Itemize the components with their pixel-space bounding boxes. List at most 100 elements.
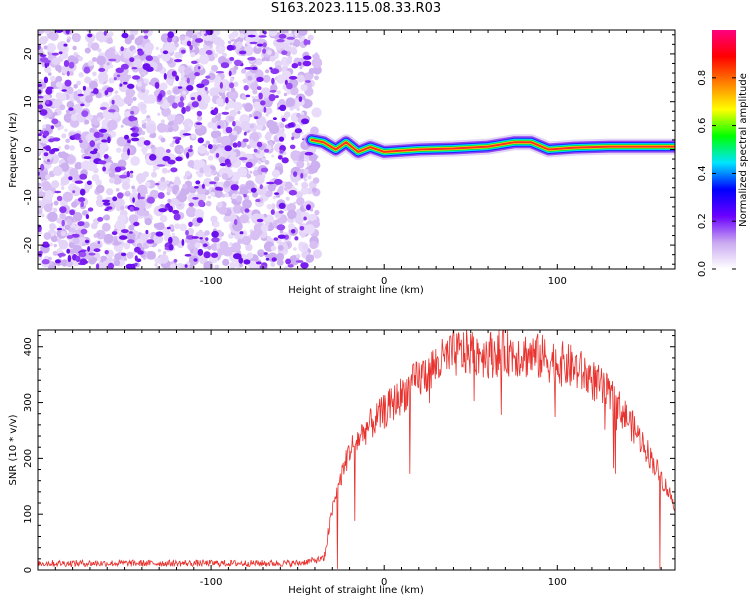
noise-dot	[262, 171, 266, 176]
noise-blob	[211, 237, 220, 243]
noise-blob	[262, 48, 267, 54]
noise-dot	[39, 36, 48, 45]
noise-dot	[167, 114, 175, 122]
noise-dot	[97, 48, 102, 53]
noise-blob	[242, 138, 249, 143]
noise-dot	[103, 214, 110, 221]
noise-blob	[156, 164, 166, 167]
noise-blob	[54, 259, 61, 264]
noise-dot	[92, 57, 97, 62]
noise-blob	[229, 82, 235, 89]
noise-dot	[165, 180, 170, 185]
noise-blob	[40, 163, 45, 171]
noise-dot	[187, 72, 196, 81]
noise-dot	[157, 248, 162, 253]
noise-dot	[157, 112, 161, 116]
noise-blob	[194, 72, 200, 77]
noise-dot	[229, 109, 237, 117]
noise-dot	[49, 242, 53, 247]
noise-blob	[175, 75, 180, 82]
noise-blob	[84, 239, 90, 244]
noise-dot	[59, 212, 66, 220]
noise-dot	[136, 138, 146, 148]
noise-blob	[184, 264, 188, 268]
noise-blob	[61, 89, 67, 92]
noise-dot	[312, 177, 320, 184]
noise-dot	[264, 99, 273, 108]
colorbar-tick-label: 0.6	[697, 118, 708, 134]
noise-blob	[224, 145, 232, 152]
noise-dot	[43, 45, 48, 50]
noise-dot	[72, 237, 80, 245]
noise-dot	[120, 124, 124, 128]
noise-blob	[149, 154, 157, 161]
noise-blob	[162, 155, 171, 162]
noise-blob	[245, 161, 253, 169]
noise-dot	[159, 82, 168, 91]
noise-blob	[226, 44, 234, 51]
noise-blob	[43, 130, 50, 137]
noise-blob	[134, 255, 138, 262]
noise-blob	[286, 82, 293, 90]
noise-blob	[197, 248, 204, 256]
noise-blob	[157, 192, 165, 199]
noise-dot	[177, 192, 187, 203]
noise-dot	[295, 254, 301, 259]
colorbar-tick-label: 0.8	[697, 70, 708, 86]
noise-blob	[203, 251, 211, 259]
noise-blob	[97, 216, 104, 222]
noise-blob	[257, 43, 264, 47]
noise-blob	[129, 206, 134, 212]
noise-blob	[260, 100, 266, 106]
noise-blob	[219, 163, 227, 167]
noise-blob	[143, 140, 151, 146]
noise-blob	[108, 109, 116, 113]
noise-dot	[213, 30, 221, 36]
noise-dot	[92, 71, 97, 77]
noise-dot	[159, 214, 168, 223]
noise-blob	[303, 216, 307, 221]
noise-blob	[101, 199, 111, 203]
y-tick-label: 20	[23, 48, 34, 61]
noise-dot	[289, 105, 295, 111]
noise-dot	[194, 208, 204, 219]
noise-blob	[171, 70, 177, 77]
noise-dot	[106, 62, 110, 66]
noise-blob	[39, 54, 47, 57]
noise-blob	[250, 187, 257, 193]
noise-dot	[281, 183, 285, 187]
noise-blob	[66, 70, 70, 77]
noise-blob	[294, 128, 303, 134]
noise-dot	[260, 87, 272, 98]
noise-blob	[281, 50, 288, 56]
noise-dot	[93, 233, 98, 238]
noise-blob	[63, 60, 70, 67]
noise-blob	[211, 252, 218, 258]
spectrogram-x-ticks: -100 0 100	[54, 30, 662, 287]
noise-blob	[146, 239, 155, 244]
noise-blob	[97, 241, 101, 244]
noise-dot	[73, 211, 83, 222]
noise-blob	[116, 192, 124, 199]
noise-dot	[213, 53, 219, 58]
noise-dot	[69, 248, 76, 255]
noise-blob	[186, 85, 194, 91]
noise-dot	[216, 45, 226, 55]
noise-dot	[58, 239, 69, 250]
noise-dot	[168, 81, 174, 86]
noise-blob	[123, 81, 128, 85]
noise-dot	[95, 197, 106, 208]
noise-blob	[131, 137, 140, 142]
noise-dot	[140, 73, 145, 78]
noise-blob	[244, 208, 250, 213]
noise-blob	[271, 257, 277, 262]
noise-dot	[227, 40, 232, 44]
noise-blob	[197, 137, 204, 144]
noise-blob	[39, 130, 44, 135]
noise-dot	[43, 232, 52, 240]
noise-dot	[284, 111, 291, 118]
noise-dot	[50, 235, 58, 243]
noise-blob	[286, 36, 296, 40]
noise-dot	[174, 223, 181, 230]
